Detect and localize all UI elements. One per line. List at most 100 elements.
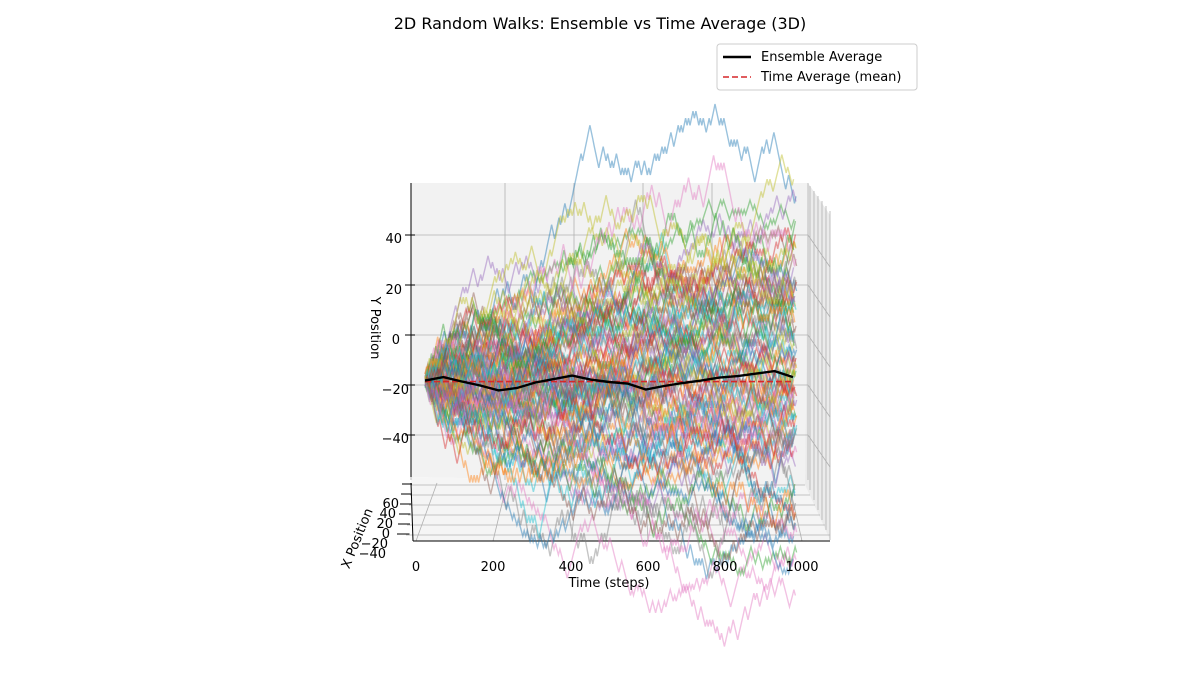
x-axis-label: Time (steps) <box>568 576 650 591</box>
random-walk-line <box>424 349 794 488</box>
random-walk-line <box>427 268 798 431</box>
random-walk-line <box>426 319 796 388</box>
random-walk-line <box>424 366 794 475</box>
random-walk-line <box>427 347 797 504</box>
x-position-tick-3: 0 <box>382 527 390 542</box>
y-tick-4: −40 <box>382 432 409 447</box>
random-walk-line <box>426 385 796 505</box>
ensemble-average-series <box>424 369 794 392</box>
x-position-tick-2: 20 <box>376 517 393 532</box>
random-walk-line <box>424 305 794 433</box>
random-walk-line <box>426 316 796 395</box>
random-walk-line <box>427 301 798 459</box>
x-position-axis-ticks: 60 40 20 0 −20 −40 <box>359 497 399 562</box>
random-walk-line <box>424 259 794 413</box>
random-walk-line <box>427 383 798 578</box>
random-walk-line <box>426 375 797 613</box>
random-walk-line <box>424 318 795 419</box>
random-walk-line <box>427 199 797 393</box>
random-walk-line <box>425 283 795 433</box>
legend-label-ensemble: Ensemble Average <box>761 50 882 65</box>
random-walk-line <box>426 247 797 398</box>
random-walk-line <box>424 154 795 401</box>
random-walk-line <box>427 103 797 381</box>
random-walk-line <box>424 224 794 377</box>
random-walk-line <box>424 309 794 459</box>
x-position-tick-5: −40 <box>359 547 386 562</box>
random-walk-line <box>426 355 797 458</box>
random-walk-line <box>425 352 795 470</box>
random-walk-line <box>424 373 795 647</box>
random-walk-line <box>424 371 795 475</box>
random-walk-line <box>427 351 797 573</box>
legend-label-time-average: Time Average (mean) <box>760 70 901 85</box>
random-walk-line <box>426 370 796 538</box>
random-walk-line <box>425 236 795 432</box>
random-walk-line <box>425 349 795 460</box>
random-walk-line <box>427 249 798 382</box>
random-walk-line <box>424 354 794 577</box>
random-walk-line <box>427 267 797 390</box>
floor-grid-col-2 <box>570 482 579 542</box>
floor-grid-lines <box>406 482 830 542</box>
random-walk-lines <box>424 103 798 647</box>
time-tick-2: 400 <box>559 560 584 575</box>
random-walk-line <box>424 354 794 579</box>
random-walk-line <box>426 326 796 530</box>
random-walk-line <box>425 357 795 432</box>
random-walk-line <box>426 317 796 491</box>
random-walk-line <box>426 356 797 555</box>
random-walk-line <box>426 263 796 434</box>
random-walk-line <box>427 189 797 387</box>
x-position-axis-line <box>410 482 414 542</box>
random-walk-line <box>425 281 795 410</box>
random-walk-line <box>425 358 795 452</box>
random-walk-line <box>425 306 795 409</box>
random-walk-line <box>424 262 795 433</box>
random-walk-line <box>425 255 795 381</box>
axis-lines <box>397 183 830 542</box>
random-walk-line <box>426 376 797 531</box>
random-walk-line <box>427 227 798 381</box>
time-tick-1: 200 <box>481 560 506 575</box>
random-walk-line <box>427 155 797 378</box>
random-walk-line <box>424 317 794 482</box>
random-walk-line <box>426 237 796 447</box>
ensemble-average-line <box>424 369 794 392</box>
y-axis-ticks: 40 20 0 −20 −40 <box>382 232 409 447</box>
random-walk-line <box>427 253 798 397</box>
random-walk-line <box>427 294 797 384</box>
time-tick-0: 0 <box>412 560 420 575</box>
random-walk-line <box>424 356 795 551</box>
x-position-tick-1: 40 <box>379 507 396 522</box>
legend: Ensemble Average Time Average (mean) <box>716 43 918 91</box>
random-walk-line <box>426 368 797 567</box>
random-walk-line <box>426 347 796 462</box>
time-tick-4: 800 <box>713 560 738 575</box>
legend-box <box>716 43 918 91</box>
random-walk-line <box>426 228 797 413</box>
random-walk-line <box>427 246 797 421</box>
random-walk-line <box>425 308 795 464</box>
random-walk-line <box>427 356 798 485</box>
random-walk-line <box>426 220 797 451</box>
time-tick-5: 1000 <box>785 560 818 575</box>
floor-grid-col-4 <box>716 482 726 542</box>
y-tick-0: 40 <box>385 232 402 247</box>
random-walk-line <box>424 294 795 426</box>
y-tick-3: −20 <box>382 383 409 398</box>
y-tick-1: 20 <box>385 283 402 298</box>
random-walk-line <box>424 212 795 384</box>
floor-grid-col-3 <box>644 482 649 542</box>
random-walk-line <box>425 232 795 408</box>
random-walk-line <box>427 292 797 420</box>
random-walk-line <box>426 227 797 412</box>
random-walk-line <box>425 374 795 491</box>
floor-grid-col-5 <box>788 482 803 542</box>
random-walk-line <box>424 281 795 379</box>
y-axis-label: Y Position <box>367 296 382 360</box>
right-pane <box>805 183 830 540</box>
random-walk-line <box>424 195 794 379</box>
random-walk-line <box>424 302 795 450</box>
